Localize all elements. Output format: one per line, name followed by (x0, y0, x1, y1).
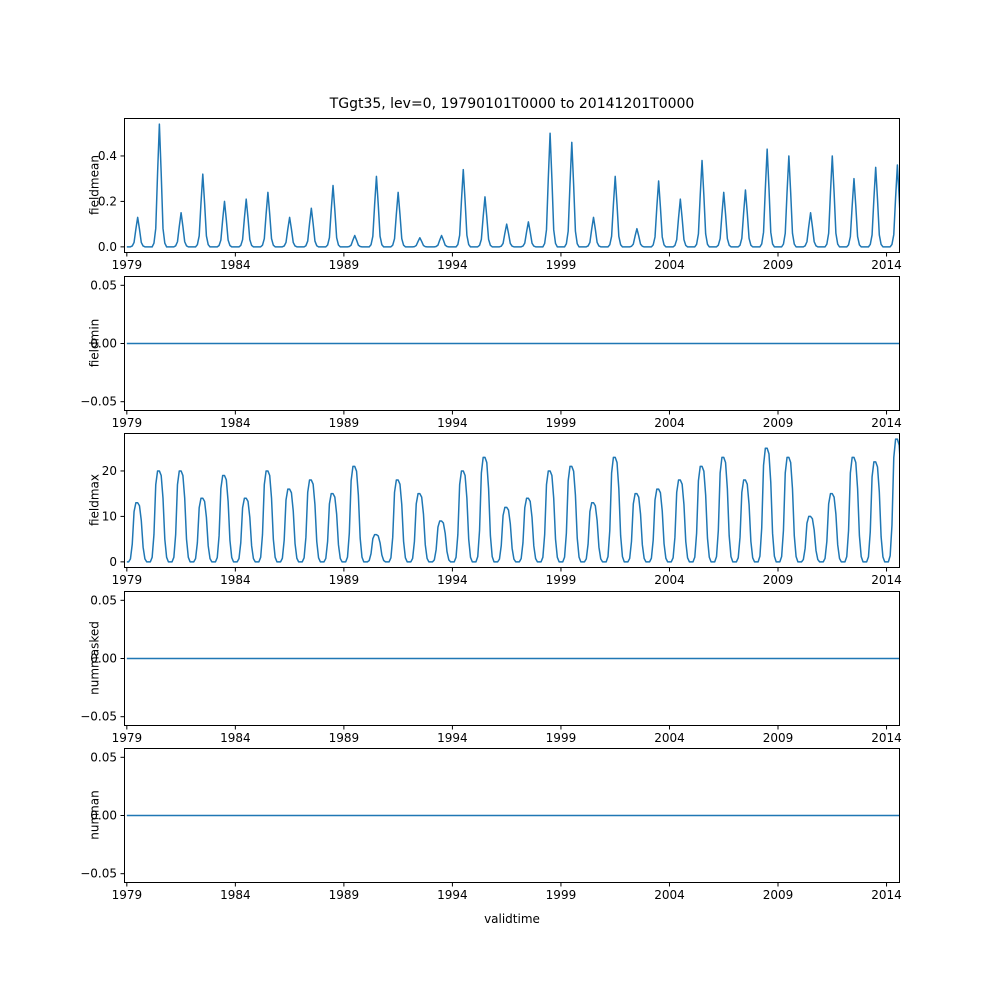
x-tick-label: 2004 (654, 573, 685, 587)
y-tick-label: 0.05 (90, 278, 117, 292)
axes-frame (124, 748, 900, 883)
x-tick-label: 1994 (437, 258, 468, 272)
numnan-plot: −0.05 0.00 0.05 1979 1984 1989 1994 1999 2004 200… (80, 748, 902, 902)
x-tick-label: 2009 (763, 573, 794, 587)
x-tick-label: 1984 (220, 416, 251, 430)
x-tick-label: 1999 (546, 573, 577, 587)
x-tick-label: 1979 (112, 888, 143, 902)
x-axis-label: validtime (484, 912, 540, 926)
fieldmin-plot: −0.05 0.00 0.05 1979 1984 1989 1994 1999 2004 200… (80, 276, 902, 430)
x-tick-label: 1979 (112, 416, 143, 430)
x-tick-label: 2004 (654, 731, 685, 745)
nummasked-plot: −0.05 0.00 0.05 1979 1984 1989 1994 1999 2004 200… (80, 591, 902, 745)
x-tick-label: 1994 (437, 888, 468, 902)
line-series (126, 123, 900, 248)
x-tick-label: 1984 (220, 258, 251, 272)
y-tick-label: 0.00 (90, 652, 117, 666)
y-tick-label: 10 (102, 509, 117, 523)
x-tick-label: 2004 (654, 258, 685, 272)
x-tick-label: 2014 (871, 258, 902, 272)
x-tick-label: 1999 (546, 731, 577, 745)
x-tick-label: 1984 (220, 573, 251, 587)
x-tick-label: 2014 (871, 416, 902, 430)
fieldmax-plot: 0 10 20 1979 1984 1989 1994 1999 2004 2009 2014 (102, 433, 902, 587)
y-tick-label: 0.05 (90, 750, 117, 764)
y-tick-label: −0.05 (80, 867, 117, 881)
subplot-fieldmax: fieldmax 0 10 20 1979 1984 1989 1994 1999 2004 20… (88, 433, 902, 587)
x-tick-label: 1994 (437, 573, 468, 587)
y-tick-label: −0.05 (80, 710, 117, 724)
subplot-fieldmin: fieldmin −0.05 0.00 0.05 1979 1984 1989 1994 19… (80, 276, 902, 430)
y-tick-label: 0.2 (98, 194, 117, 208)
x-tick-label: 1989 (329, 573, 360, 587)
x-tick-label: 2009 (763, 888, 794, 902)
x-tick-label: 1984 (220, 731, 251, 745)
line-series (126, 438, 900, 563)
fieldmean-plot: 0.0 0.2 0.4 1979 1984 1989 1994 1999 2004 2009 201… (98, 118, 902, 272)
subplot-numnan: numnan −0.05 0.00 0.05 1979 1984 1989 1994 1999… (80, 748, 902, 902)
x-tick-label: 1979 (112, 258, 143, 272)
axes-frame (124, 118, 900, 253)
x-tick-label: 1994 (437, 731, 468, 745)
x-tick-label: 2009 (763, 258, 794, 272)
x-tick-label: 2004 (654, 416, 685, 430)
x-tick-label: 1979 (112, 731, 143, 745)
x-tick-label: 2014 (871, 731, 902, 745)
y-tick-label: 20 (102, 464, 117, 478)
x-tick-label: 1994 (437, 416, 468, 430)
x-tick-label: 1989 (329, 731, 360, 745)
axes-frame (124, 591, 900, 726)
axes-frame (124, 276, 900, 411)
x-tick-label: 2009 (763, 731, 794, 745)
y-tick-label: 0.00 (90, 337, 117, 351)
subplot-fieldmean: fieldmean 0.0 0.2 0.4 1979 1984 1989 1994 1999 2… (88, 118, 902, 272)
x-tick-label: 1999 (546, 258, 577, 272)
x-tick-label: 1999 (546, 888, 577, 902)
x-tick-label: 2014 (871, 888, 902, 902)
y-tick-label: 0.4 (98, 149, 117, 163)
axes-frame (124, 433, 900, 568)
y-tick-label: −0.05 (80, 395, 117, 409)
y-tick-label: 0.0 (98, 240, 117, 254)
y-tick-label: 0.00 (90, 809, 117, 823)
x-tick-label: 1979 (112, 573, 143, 587)
ylabel-fieldmax: fieldmax (87, 473, 102, 527)
x-tick-label: 2004 (654, 888, 685, 902)
x-tick-label: 1989 (329, 416, 360, 430)
figure-title: TGgt35, lev=0, 19790101T0000 to 20141201… (329, 96, 695, 112)
x-tick-label: 1999 (546, 416, 577, 430)
subplot-nummasked: nummasked −0.05 0.00 0.05 1979 1984 1989 1994 1… (80, 591, 902, 745)
ylabel-fieldmean: fieldmean (87, 155, 102, 215)
y-tick-label: 0.05 (90, 593, 117, 607)
x-tick-label: 1984 (220, 888, 251, 902)
y-tick-label: 0 (109, 555, 117, 569)
x-tick-label: 2009 (763, 416, 794, 430)
x-tick-label: 2014 (871, 573, 902, 587)
x-tick-label: 1989 (329, 258, 360, 272)
x-tick-label: 1989 (329, 888, 360, 902)
